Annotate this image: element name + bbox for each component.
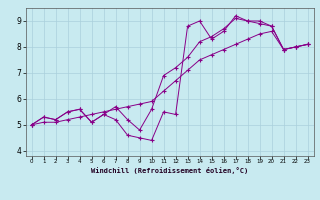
X-axis label: Windchill (Refroidissement éolien,°C): Windchill (Refroidissement éolien,°C) xyxy=(91,167,248,174)
